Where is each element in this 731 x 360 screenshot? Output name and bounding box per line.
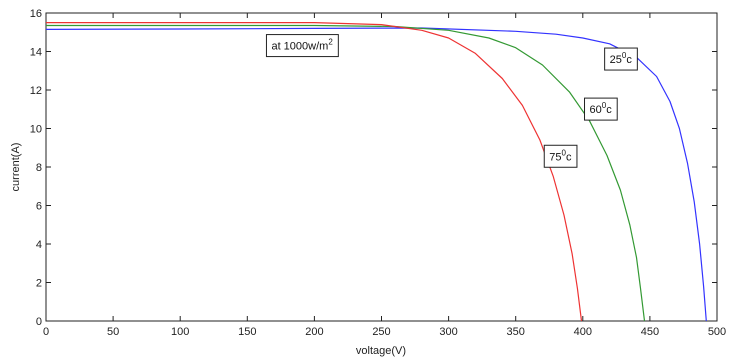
y-tick-label: 10 [30,124,42,136]
y-tick-label: 16 [30,8,42,20]
y-tick-label: 4 [36,239,42,251]
annotation-sup: 2 [328,38,333,47]
annotation-text: 250c [610,51,633,66]
annotation-sup: 0 [622,51,627,60]
annotation-text: at 1000w/m2 [271,38,333,53]
x-tick-label: 50 [107,326,119,338]
annotation-main: 25 [610,54,622,66]
x-tick-label: 100 [171,326,189,338]
x-tick-label: 400 [574,326,592,338]
x-tick-label: 350 [507,326,525,338]
x-tick-label: 0 [43,326,49,338]
annotation-0: at 1000w/m2 [265,34,339,58]
axis-tick-labels: 0 50 100 150 200 250 300 350 400 450 5000246810121… [30,8,726,338]
y-tick-label: 0 [36,316,42,328]
annotation-box [543,144,578,168]
x-tick-label: 500 [708,326,726,338]
y-tick-label: 2 [36,278,42,290]
y-tick-label: 8 [36,162,42,174]
y-tick-label: 14 [30,47,42,59]
annotation-box [604,47,638,71]
x-tick-label: 450 [641,326,659,338]
annotation-suffix: c [626,54,632,66]
y-axis-title: current(A) [10,143,22,192]
axis-ticks [45,12,718,322]
x-tick-label: 300 [439,326,457,338]
annotation-suffix: c [606,104,612,116]
annotation-box [584,97,618,121]
y-tick-label: 6 [36,201,42,213]
x-tick-label: 200 [305,326,323,338]
annotation-2: 600c [584,97,618,121]
y-tick-label: 12 [30,85,42,97]
annotation-main: 60 [590,104,602,116]
annotation-1: 250c [604,47,638,71]
annotation-sup: 0 [602,101,607,110]
annotation-text: 600c [590,101,613,116]
x-tick-label: 150 [238,326,256,338]
x-tick-label: 250 [372,326,390,338]
annotation-3: 750c [543,144,578,168]
x-axis-title: voltage(V) [356,345,406,357]
annotation-main: at 1000w/m [271,41,328,53]
series-line-1 [46,24,646,322]
annotation-box [265,34,339,58]
annotation-text: 750c [549,148,572,163]
annotation-main: 75 [549,151,561,163]
series-line-2 [46,22,583,322]
annotation-suffix: c [566,151,572,163]
annotation-sup: 0 [562,148,567,157]
